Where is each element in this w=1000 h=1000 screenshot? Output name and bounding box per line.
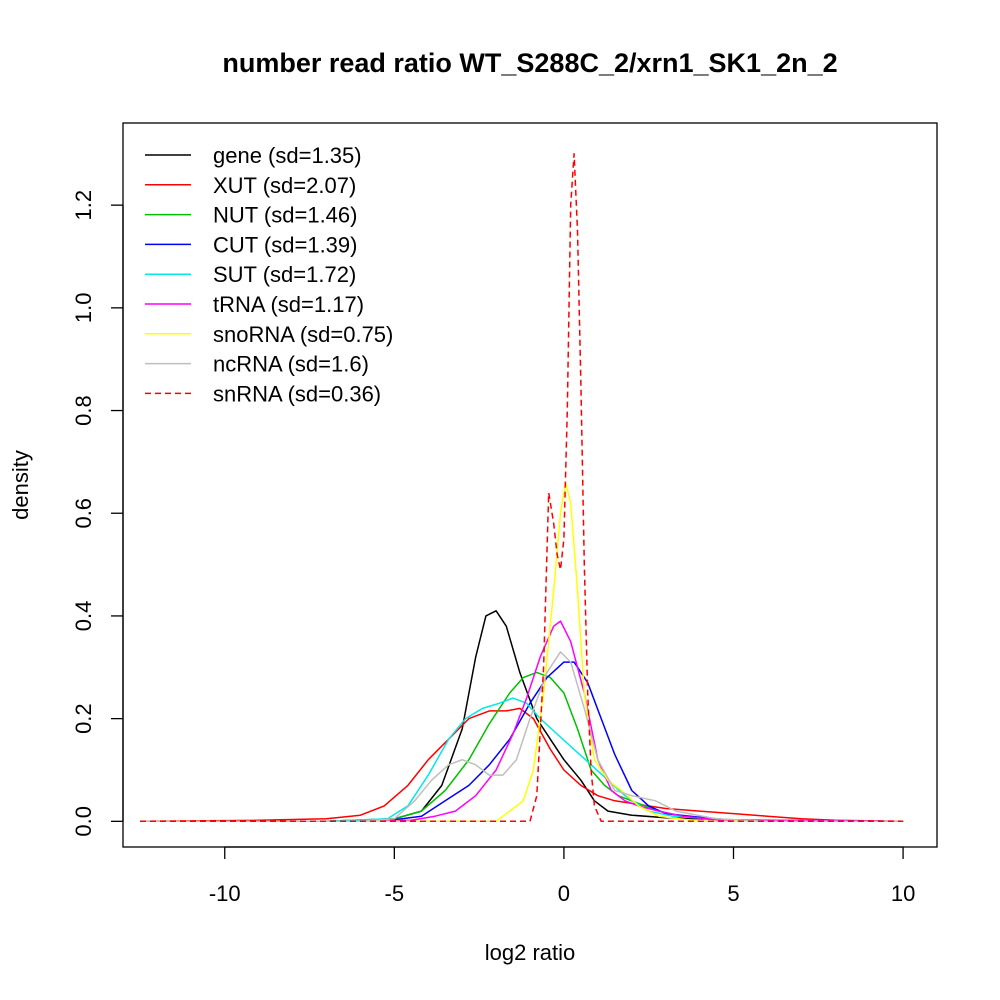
legend-label-7: ncRNA (sd=1.6) bbox=[213, 352, 369, 377]
series-layer bbox=[139, 153, 904, 823]
legend-label-5: tRNA (sd=1.17) bbox=[213, 292, 364, 317]
series-line-6 bbox=[140, 481, 904, 823]
x-tick-label: -5 bbox=[385, 881, 405, 906]
series-line-0 bbox=[140, 610, 904, 823]
legend-label-4: SUT (sd=1.72) bbox=[213, 262, 356, 287]
x-axis-label: log2 ratio bbox=[485, 940, 576, 965]
x-tick-label: 10 bbox=[891, 881, 915, 906]
y-axis: 0.0 0.2 0.4 0.6 0.8 1.0 1.2 bbox=[71, 190, 124, 837]
y-tick-label: 0.0 bbox=[71, 806, 96, 837]
y-axis-label: density bbox=[8, 450, 33, 520]
x-tick-label: 5 bbox=[727, 881, 739, 906]
y-tick-label: 1.2 bbox=[71, 190, 96, 221]
series-line-5 bbox=[140, 620, 904, 823]
legend: gene (sd=1.35) XUT (sd=2.07) NUT (sd=1.46)… bbox=[145, 143, 393, 406]
legend-label-0: gene (sd=1.35) bbox=[213, 143, 362, 168]
x-tick-label: -10 bbox=[209, 881, 241, 906]
y-tick-label: 1.0 bbox=[71, 293, 96, 324]
chart-title: number read ratio WT_S288C_2/xrn1_SK1_2n… bbox=[222, 48, 837, 78]
y-tick-label: 0.2 bbox=[71, 703, 96, 734]
x-axis: -10 -5 0 5 10 bbox=[209, 846, 915, 906]
y-tick-label: 0.4 bbox=[71, 601, 96, 632]
series-line-7 bbox=[140, 651, 904, 823]
legend-label-6: snoRNA (sd=0.75) bbox=[213, 322, 393, 347]
y-tick-label: 0.6 bbox=[71, 498, 96, 529]
legend-label-8: snRNA (sd=0.36) bbox=[213, 381, 381, 406]
x-tick-label: 0 bbox=[558, 881, 570, 906]
series-line-8 bbox=[140, 153, 904, 823]
series-line-1 bbox=[139, 707, 904, 823]
legend-label-3: CUT (sd=1.39) bbox=[213, 232, 357, 257]
y-tick-label: 0.8 bbox=[71, 395, 96, 426]
legend-label-1: XUT (sd=2.07) bbox=[213, 173, 356, 198]
legend-label-2: NUT (sd=1.46) bbox=[213, 203, 357, 228]
